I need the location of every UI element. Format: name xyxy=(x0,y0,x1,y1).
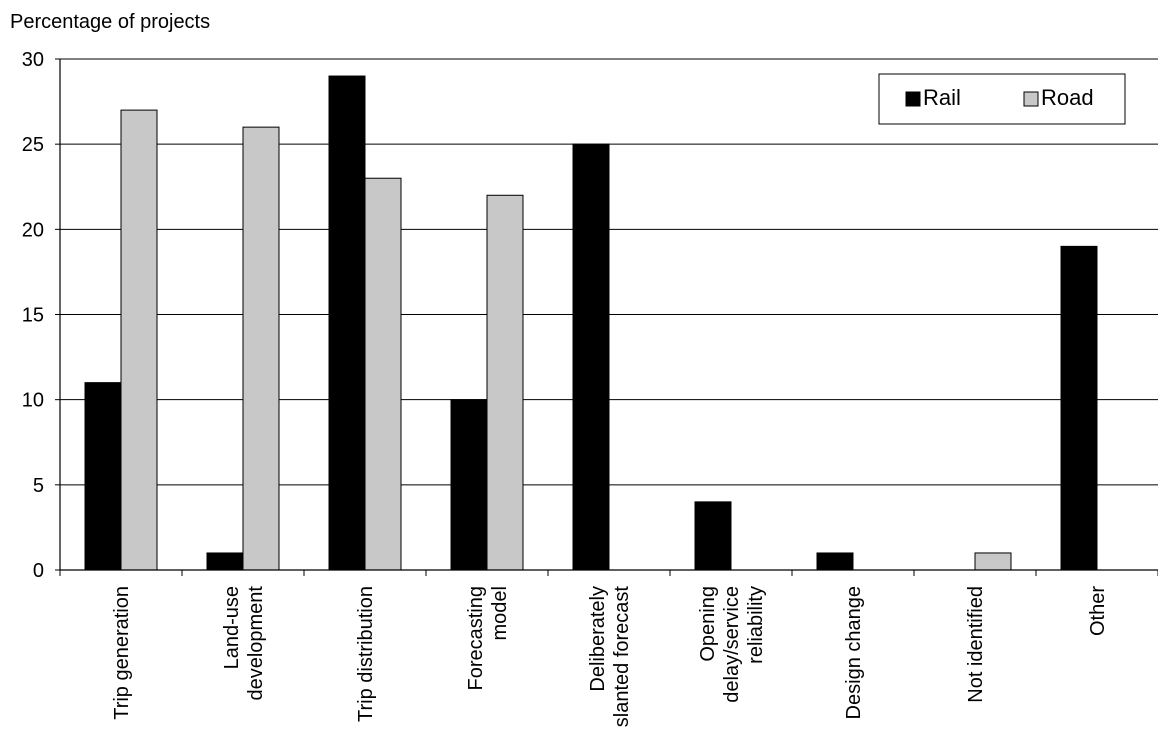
bar-rail xyxy=(694,501,732,571)
x-category-label: development xyxy=(245,586,267,701)
x-category-label: Trip generation xyxy=(111,586,133,720)
bar-road xyxy=(242,126,280,571)
x-category-label: slanted forecast xyxy=(611,586,633,728)
x-category-label: Forecasting xyxy=(465,586,487,691)
y-ticks: 0 5 10 15 20 25 30 xyxy=(22,49,60,582)
x-category-labels: Trip generation Land-use development Trip d… xyxy=(111,586,1109,728)
y-axis-label: Percentage of projects xyxy=(10,11,210,33)
x-category-label: Other xyxy=(1087,586,1109,636)
bar-road xyxy=(486,194,524,571)
y-tick-label: 20 xyxy=(22,219,44,241)
bar-rail xyxy=(1060,245,1098,571)
x-category-label: Design change xyxy=(843,586,865,719)
legend-swatch-rail xyxy=(905,91,921,107)
legend-label-road: Road xyxy=(1041,85,1094,110)
bar-road xyxy=(120,109,158,571)
legend-label-rail: Rail xyxy=(923,85,961,110)
x-category-label: Not identified xyxy=(965,586,987,703)
x-category-label: reliability xyxy=(745,586,767,664)
x-category-label: model xyxy=(489,586,511,640)
y-tick-label: 5 xyxy=(33,475,44,497)
bar-rail xyxy=(572,143,610,571)
y-tick-label: 25 xyxy=(22,134,44,156)
bar-rail xyxy=(206,552,244,571)
bar-rail xyxy=(450,399,488,571)
x-category-label: delay/service xyxy=(721,586,743,703)
bar-rail xyxy=(84,382,122,571)
y-tick-label: 15 xyxy=(22,305,44,327)
bar-rail xyxy=(328,75,366,571)
legend-swatch-road xyxy=(1023,91,1039,107)
y-tick-label: 30 xyxy=(22,49,44,71)
x-category-label: Opening xyxy=(697,586,719,662)
x-category-label: Land-use xyxy=(221,586,243,669)
bar-rail xyxy=(816,552,854,571)
legend: Rail Road xyxy=(878,73,1126,125)
bar-road xyxy=(364,177,402,571)
bars xyxy=(84,75,1098,571)
y-tick-label: 10 xyxy=(22,390,44,412)
x-category-label: Trip distribution xyxy=(355,586,377,722)
x-category-label: Deliberately xyxy=(587,586,609,692)
y-tick-label: 0 xyxy=(33,560,44,582)
bar-road xyxy=(974,552,1012,571)
